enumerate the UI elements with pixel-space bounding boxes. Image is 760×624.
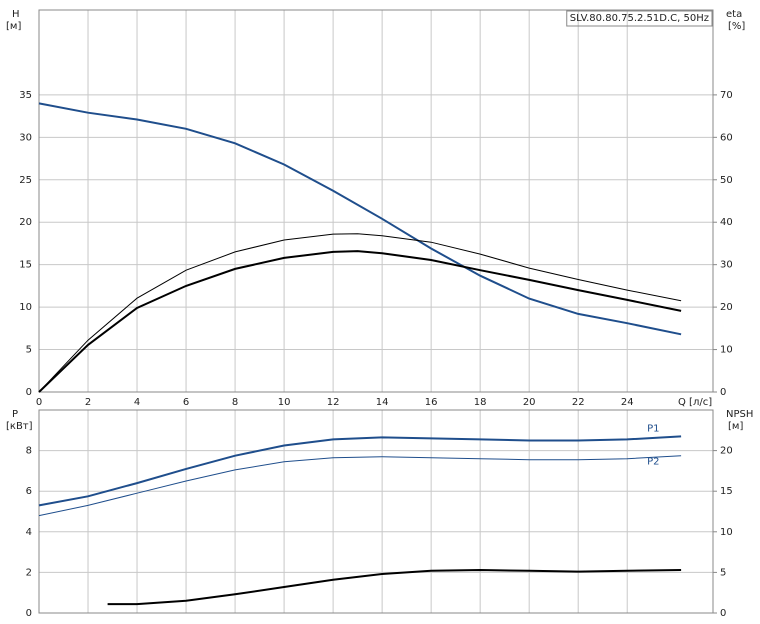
y-axis-unit: [м] [6,21,21,32]
y2-axis-label: NPSH [726,409,753,420]
chart-title: SLV.80.80.75.2.51D.C, 50Hz [570,13,709,24]
y-axis-unit: [кВт] [6,421,33,432]
x-tick-label: 20 [523,397,536,408]
y-tick-label: 35 [19,90,32,101]
y2-tick-label: 10 [720,527,733,538]
y2-axis-unit: [%] [728,21,745,32]
y-tick-label: 2 [26,567,32,578]
y2-tick-label: 60 [720,132,733,143]
plot-area [39,10,713,392]
series-label: P1 [647,423,659,434]
y-axis-label: P [12,409,18,420]
series-label: P2 [647,457,659,468]
y2-tick-label: 0 [720,608,726,619]
y-tick-label: 20 [19,217,32,228]
x-tick-label: 6 [183,397,189,408]
y2-tick-label: 40 [720,217,733,228]
y2-tick-label: 70 [720,90,733,101]
y2-axis-label: eta [726,9,742,20]
series-line [38,102,682,336]
y-tick-label: 0 [26,608,32,619]
series-line [107,568,682,606]
series-line [38,250,682,393]
plot-frame [38,9,714,393]
y-tick-label: 8 [26,446,32,457]
x-tick-label: 22 [572,397,585,408]
y2-tick-label: 10 [720,345,733,356]
plot-area [39,410,713,613]
plot-frame [38,409,714,614]
x-tick-label: 0 [36,397,42,408]
x-tick-label: 4 [134,397,140,408]
y-tick-label: 4 [26,527,32,538]
x-tick-label: 18 [474,397,487,408]
x-tick-label: 14 [376,397,389,408]
y2-axis-unit: [м] [728,421,743,432]
y-tick-label: 25 [19,175,32,186]
y-axis-label: H [12,9,20,20]
x-tick-label: 8 [232,397,238,408]
x-tick-label: 2 [85,397,91,408]
series-line [38,455,682,517]
series-line [38,233,682,393]
x-tick-label: 12 [327,397,340,408]
y2-tick-label: 15 [720,486,733,497]
series-line [38,435,682,507]
y2-tick-label: 50 [720,175,733,186]
x-tick-label: 10 [278,397,291,408]
x-tick-label: 24 [621,397,634,408]
title-box [566,10,713,27]
y-tick-label: 6 [26,486,32,497]
y-tick-label: 30 [19,132,32,143]
y-tick-label: 15 [19,260,32,271]
y2-tick-label: 20 [720,302,733,313]
x-axis-label: Q [л/с] [678,397,712,408]
y-tick-label: 10 [19,302,32,313]
y2-tick-label: 30 [720,260,733,271]
y-tick-label: 5 [26,345,32,356]
y2-tick-label: 5 [720,567,726,578]
x-tick-label: 16 [425,397,438,408]
y-tick-label: 0 [26,387,32,398]
y2-tick-label: 0 [720,387,726,398]
y2-tick-label: 20 [720,446,733,457]
